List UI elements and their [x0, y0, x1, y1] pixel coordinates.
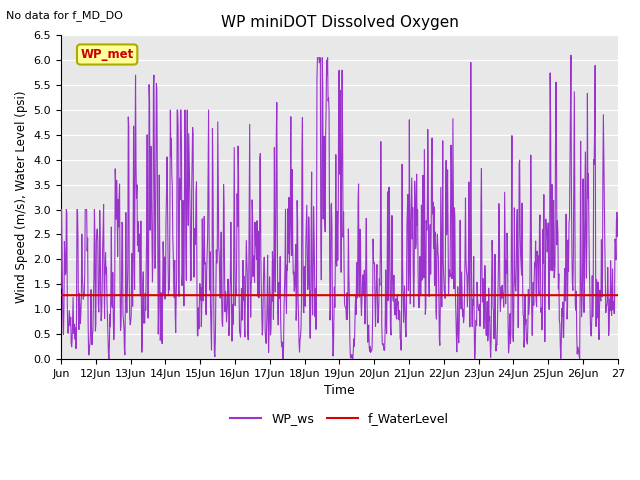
- WP_ws: [550, 274, 558, 279]
- f_WaterLevel: [614, 292, 621, 298]
- Legend: WP_ws, f_WaterLevel: WP_ws, f_WaterLevel: [225, 407, 454, 430]
- WP_ws: [144, 315, 152, 321]
- WP_ws: [614, 215, 621, 220]
- WP_ws: [492, 348, 500, 354]
- f_WaterLevel: [57, 292, 65, 298]
- WP_ws: [567, 52, 575, 58]
- WP_ws: [57, 285, 65, 291]
- WP_ws: [396, 336, 404, 341]
- X-axis label: Time: Time: [324, 384, 355, 397]
- Text: No data for f_MD_DO: No data for f_MD_DO: [6, 10, 124, 21]
- Title: WP miniDOT Dissolved Oxygen: WP miniDOT Dissolved Oxygen: [221, 15, 458, 30]
- Line: WP_ws: WP_ws: [61, 55, 618, 359]
- Text: WP_met: WP_met: [81, 48, 134, 61]
- f_WaterLevel: [492, 292, 499, 298]
- WP_ws: [118, 222, 126, 228]
- f_WaterLevel: [550, 292, 558, 298]
- WP_ws: [550, 275, 558, 280]
- WP_ws: [105, 356, 113, 362]
- Y-axis label: Wind Speed (m/s), Water Level (psi): Wind Speed (m/s), Water Level (psi): [15, 91, 28, 303]
- f_WaterLevel: [396, 292, 404, 298]
- f_WaterLevel: [144, 292, 152, 298]
- f_WaterLevel: [118, 292, 126, 298]
- f_WaterLevel: [550, 292, 557, 298]
